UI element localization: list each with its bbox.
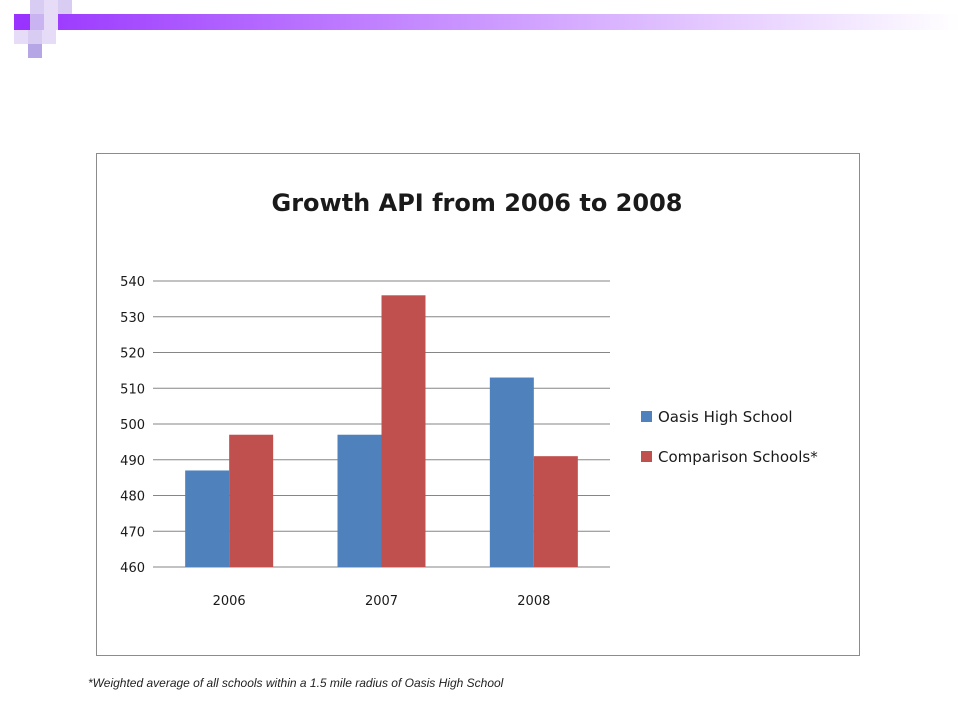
chart-title: Growth API from 2006 to 2008 (272, 189, 683, 217)
deco-square (28, 30, 42, 44)
bar-comparison-2006 (229, 434, 274, 567)
y-tick-label: 530 (120, 311, 145, 326)
bar-oasis-2007 (337, 434, 382, 567)
bar-comparison-2008 (533, 456, 578, 567)
tick-labels: 540 530 520 510 500 490 480 470 460 2006 2007 2008 (120, 275, 550, 609)
legend-swatch (641, 451, 652, 462)
y-tick-label: 510 (120, 382, 145, 397)
deco-square (44, 0, 58, 14)
deco-square (30, 0, 44, 14)
deco-square (30, 14, 44, 30)
x-tick-label: 2006 (213, 594, 246, 609)
y-tick-label: 490 (120, 454, 145, 469)
deco-square (14, 14, 30, 30)
slide-decoration (14, 0, 960, 58)
deco-square (28, 44, 42, 58)
deco-square (44, 14, 58, 30)
legend-label: Comparison Schools* (658, 448, 818, 466)
bar-comparison-2007 (381, 295, 426, 567)
y-tick-label: 500 (120, 418, 145, 433)
bar-oasis-2008 (489, 377, 534, 567)
y-tick-label: 520 (120, 347, 145, 362)
legend: Oasis High School Comparison Schools* (641, 408, 818, 466)
y-tick-label: 460 (120, 561, 145, 576)
chart-frame: Growth API from 2006 to 2008 540 530 520 51… (96, 153, 860, 656)
y-tick-label: 540 (120, 275, 145, 290)
bars (185, 295, 578, 567)
legend-label: Oasis High School (658, 408, 793, 426)
bar-chart: Growth API from 2006 to 2008 540 530 520 51… (120, 189, 818, 609)
x-tick-label: 2008 (517, 594, 550, 609)
bar-oasis-2006 (185, 470, 230, 567)
deco-square (42, 30, 56, 44)
x-tick-label: 2007 (365, 594, 398, 609)
deco-square (58, 0, 72, 14)
header-gradient-bar (14, 14, 960, 30)
footnote: *Weighted average of all schools within … (88, 676, 504, 690)
y-tick-label: 470 (120, 525, 145, 540)
y-tick-label: 480 (120, 490, 145, 505)
deco-square (14, 30, 28, 44)
legend-swatch (641, 411, 652, 422)
